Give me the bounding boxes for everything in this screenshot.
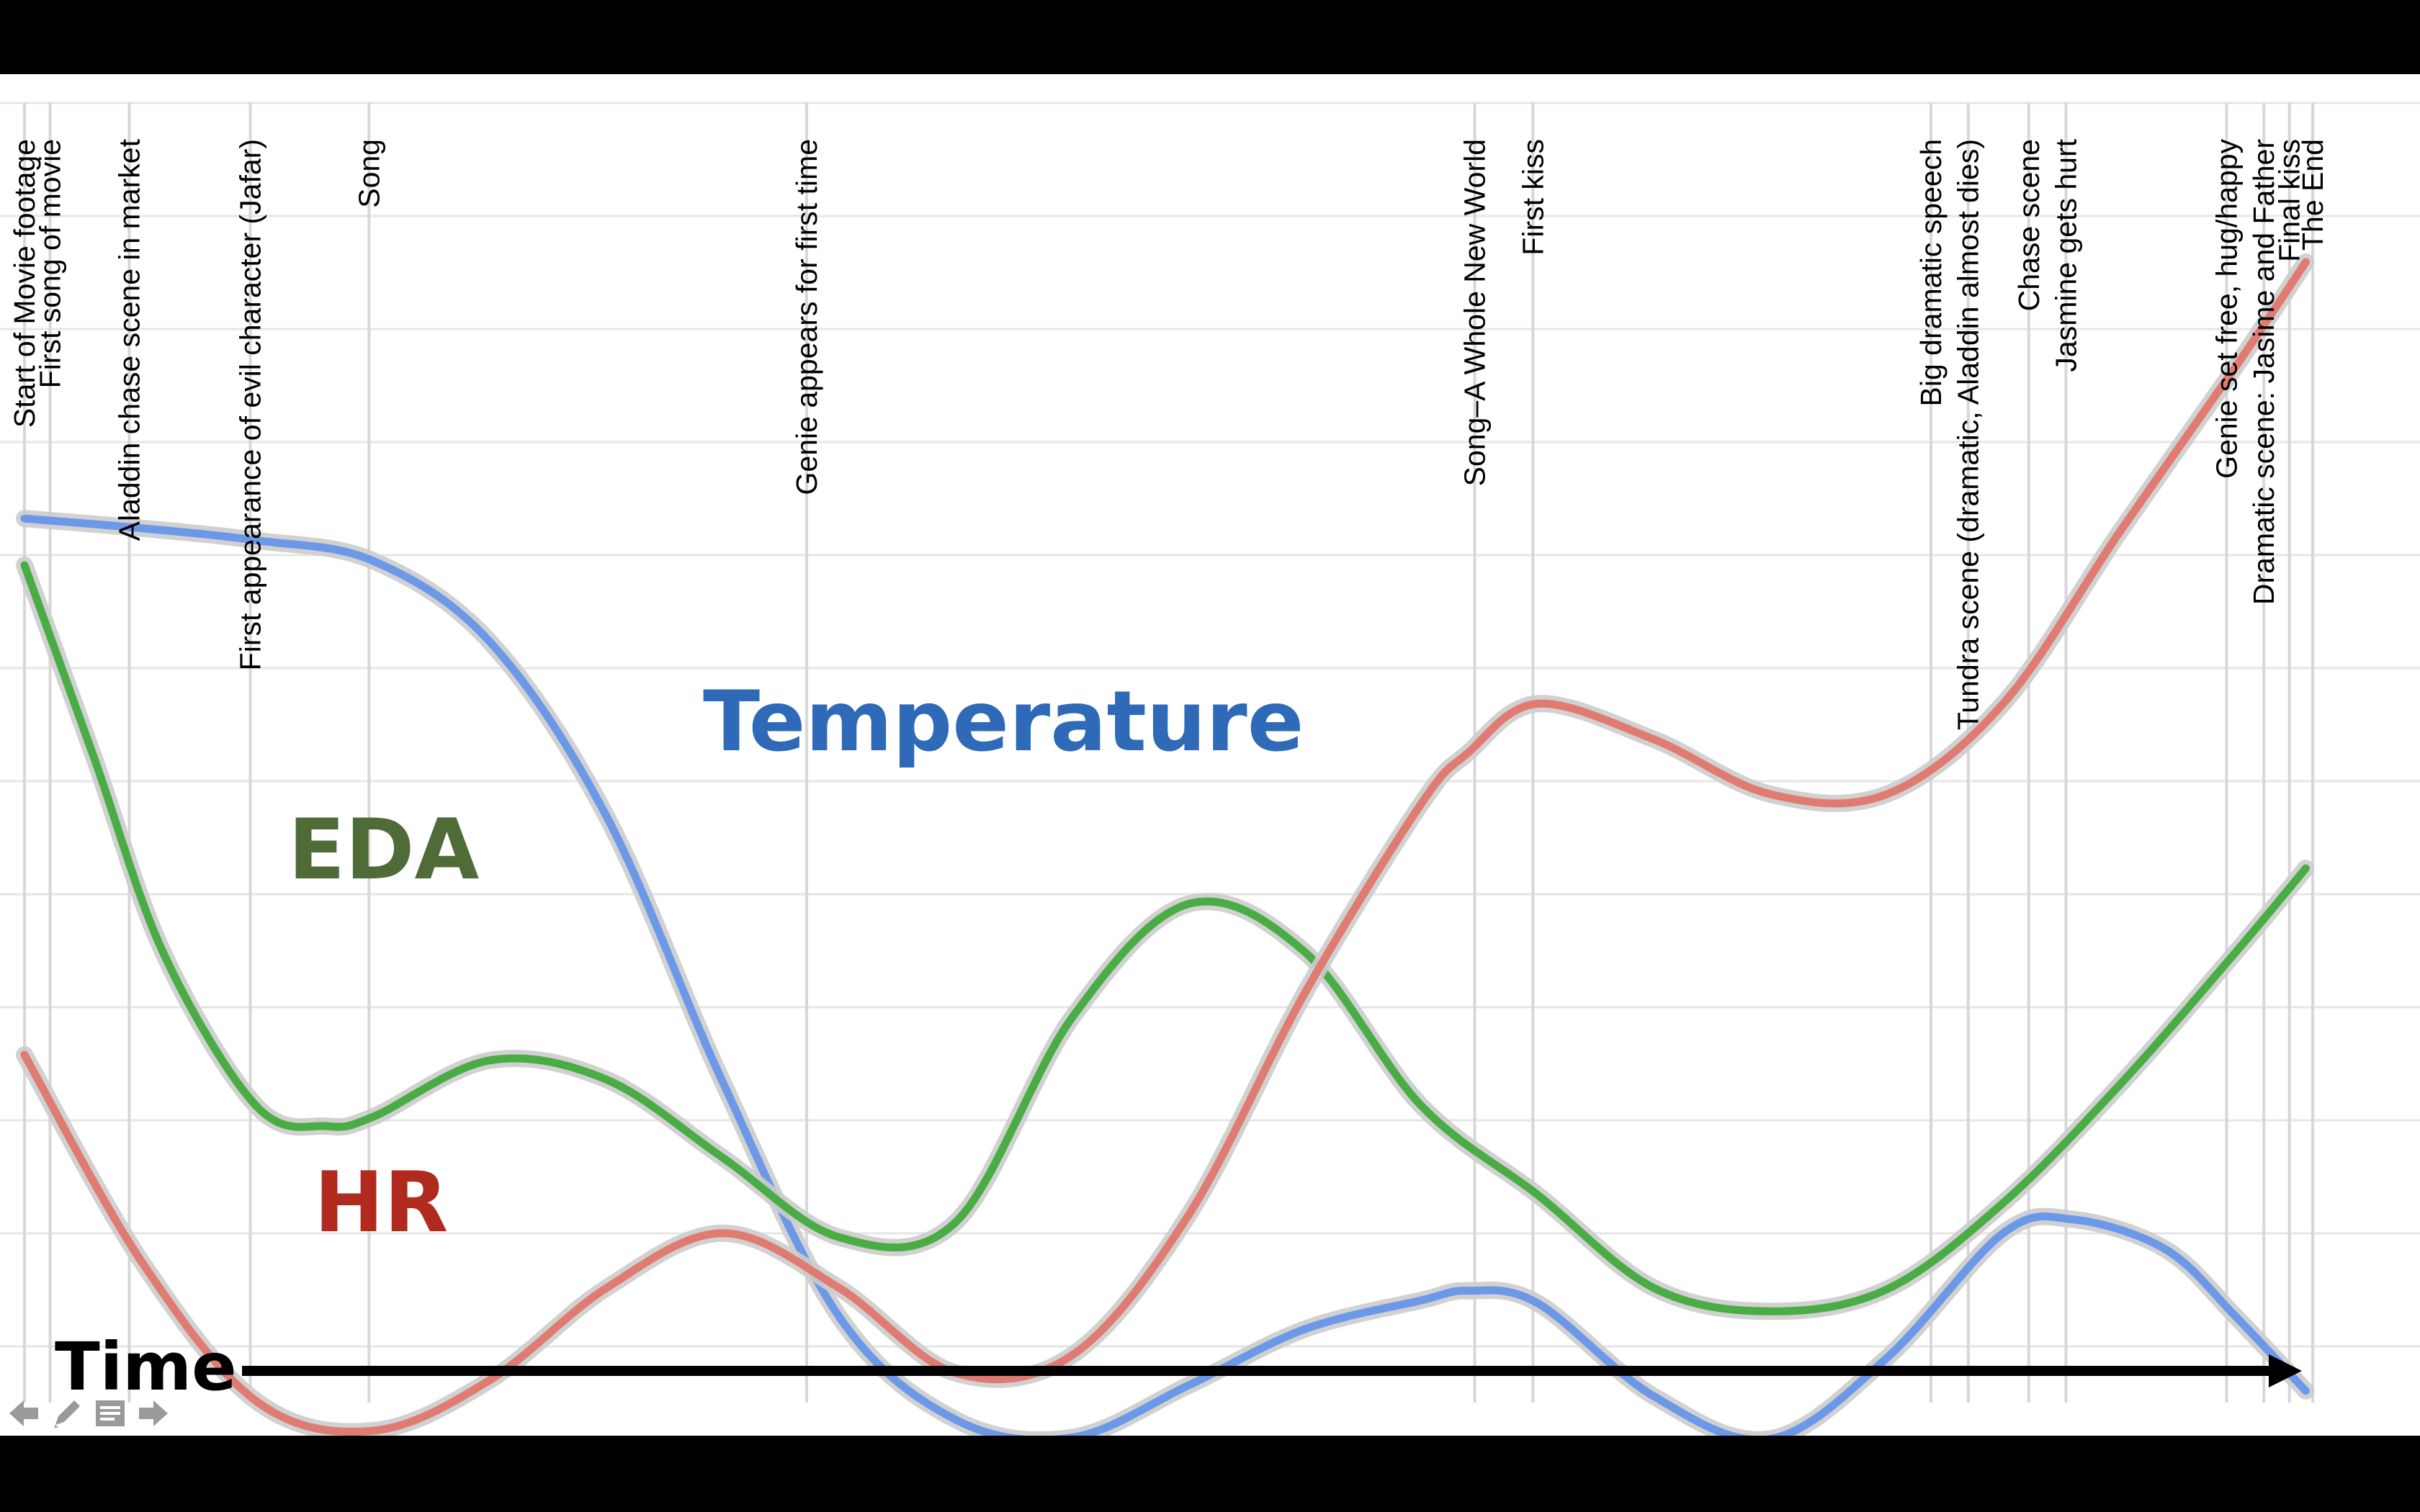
series-layer (16, 253, 2315, 1436)
x-axis-label: Time (55, 1328, 237, 1405)
pen-tool-button[interactable] (49, 1395, 85, 1431)
event-label: Genie set free, hug/happy (2210, 139, 2243, 479)
event-label: Dramatic scene: Jasime and Father (2247, 139, 2280, 605)
event-label: Chase scene (2012, 139, 2045, 311)
event-label: Final kiss (2273, 139, 2306, 262)
event-label: First kiss (1516, 139, 1549, 256)
series-hr-line (20, 258, 2310, 1436)
series-eda-line (20, 561, 2310, 1315)
event-label: First appearance of evil character (Jafa… (234, 139, 267, 670)
notes-icon (96, 1400, 125, 1426)
event-label: First song of movie (34, 139, 67, 388)
event-label: Aladdin chase scene in market (112, 138, 145, 541)
event-label: Song–A Whole New World (1458, 139, 1492, 486)
notes-button[interactable] (92, 1395, 128, 1431)
event-label: Tundra scene (dramatic, Aladdin almost d… (1952, 139, 1985, 730)
pen-icon (54, 1400, 80, 1428)
next-slide-button[interactable] (135, 1395, 171, 1431)
event-label: Genie appears for first time (790, 139, 823, 495)
event-label: Song (352, 139, 385, 208)
event-label: Start of Movie footage (8, 139, 41, 428)
event-label: Big dramatic speech (1914, 139, 1948, 406)
previous-slide-button[interactable] (6, 1395, 42, 1431)
series-temperature-line (20, 514, 2310, 1436)
series-label-temperature: Temperature (703, 673, 1304, 770)
horizontal-gridlines (0, 102, 2420, 1348)
slide: Start of Movie footage First song of movi… (0, 74, 2420, 1436)
series-label-hr: HR (314, 1154, 449, 1251)
event-label: The End (2296, 139, 2329, 251)
time-axis (242, 1354, 2302, 1387)
time-arrow-head (2269, 1354, 2302, 1387)
arrow-left-icon (9, 1400, 38, 1426)
series-label-eda: EDA (288, 801, 480, 899)
arrow-right-icon (139, 1400, 168, 1426)
event-label: Jasmine gets hurt (2049, 138, 2082, 372)
slide-navigation (6, 1390, 171, 1436)
